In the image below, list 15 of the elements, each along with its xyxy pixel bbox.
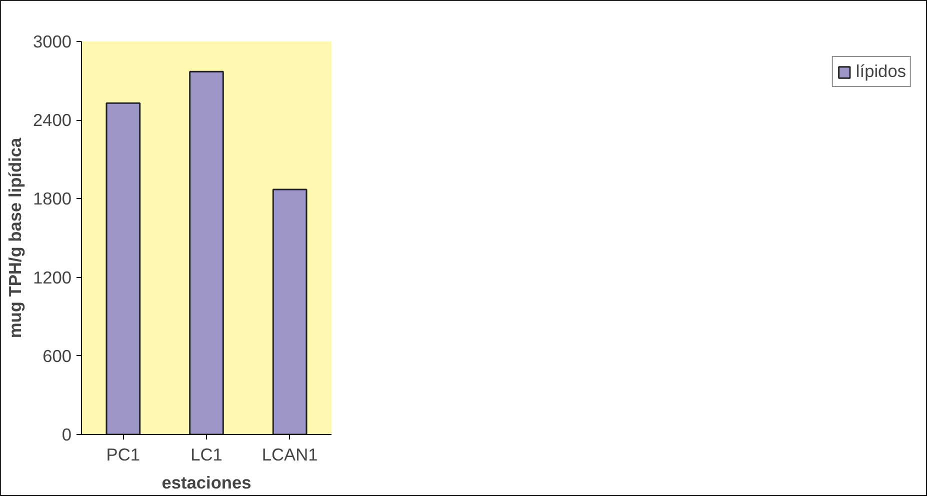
y-tick-label: 1200 — [32, 267, 72, 288]
legend-label: lípidos — [856, 61, 906, 82]
y-tick-label: 3000 — [32, 32, 72, 52]
y-tick-label: 2400 — [32, 110, 72, 130]
y-tick-label: 1800 — [32, 188, 72, 209]
x-tick-label: LC1 — [190, 444, 222, 464]
x-axis-title: estaciones — [162, 472, 252, 492]
y-tick-label: 600 — [42, 346, 72, 366]
x-tick-label: PC1 — [106, 444, 140, 464]
bar — [106, 102, 141, 434]
y-tick-label: 0 — [62, 424, 72, 444]
y-axis-title: mug TPH/g base lipídica — [4, 138, 25, 338]
bar — [272, 188, 308, 434]
x-tick-label: LCAN1 — [262, 444, 318, 464]
bar — [189, 70, 224, 434]
